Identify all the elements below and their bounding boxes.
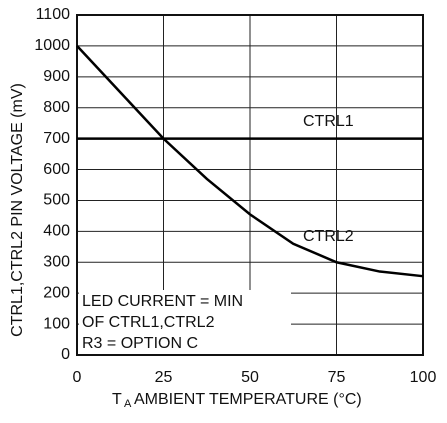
y-tick-label: 900 xyxy=(43,68,70,85)
y-tick-label: 1100 xyxy=(36,6,71,23)
annotation: R3 = OPTION C xyxy=(82,335,198,352)
x-tick-label: 50 xyxy=(241,369,259,386)
x-tick-label: 75 xyxy=(328,369,346,386)
y-tick-label: 600 xyxy=(43,161,70,178)
y-axis-label: CTRL1,CTRL2 PIN VOLTAGE (mV) xyxy=(9,83,26,337)
x-axis-subscript: A xyxy=(124,398,132,410)
y-tick-label: 800 xyxy=(43,99,70,116)
x-tick-label: 25 xyxy=(155,369,173,386)
y-tick-label: 700 xyxy=(43,130,70,147)
y-tick-label: 400 xyxy=(43,223,70,240)
series-line xyxy=(76,45,424,278)
y-tick-label: 0 xyxy=(61,346,70,363)
series-label: CTRL2 xyxy=(303,228,354,245)
y-tick-label: 300 xyxy=(43,253,70,270)
x-axis-t: T xyxy=(112,391,122,408)
y-tick-label: 200 xyxy=(43,284,70,301)
annotation: LED CURRENT = MIN xyxy=(82,293,243,310)
y-tick-label: 1000 xyxy=(34,37,70,54)
series-label: CTRL1 xyxy=(303,113,354,130)
y-tick-label: 500 xyxy=(43,192,70,209)
y-tick-label: 100 xyxy=(43,315,70,332)
x-axis-label: AMBIENT TEMPERATURE (°C) xyxy=(134,391,362,408)
x-tick-label: 100 xyxy=(410,369,437,386)
plot-frame xyxy=(76,14,424,356)
annotation-box xyxy=(79,290,291,354)
annotation: OF CTRL1,CTRL2 xyxy=(82,314,215,331)
x-tick-label: 0 xyxy=(73,369,82,386)
